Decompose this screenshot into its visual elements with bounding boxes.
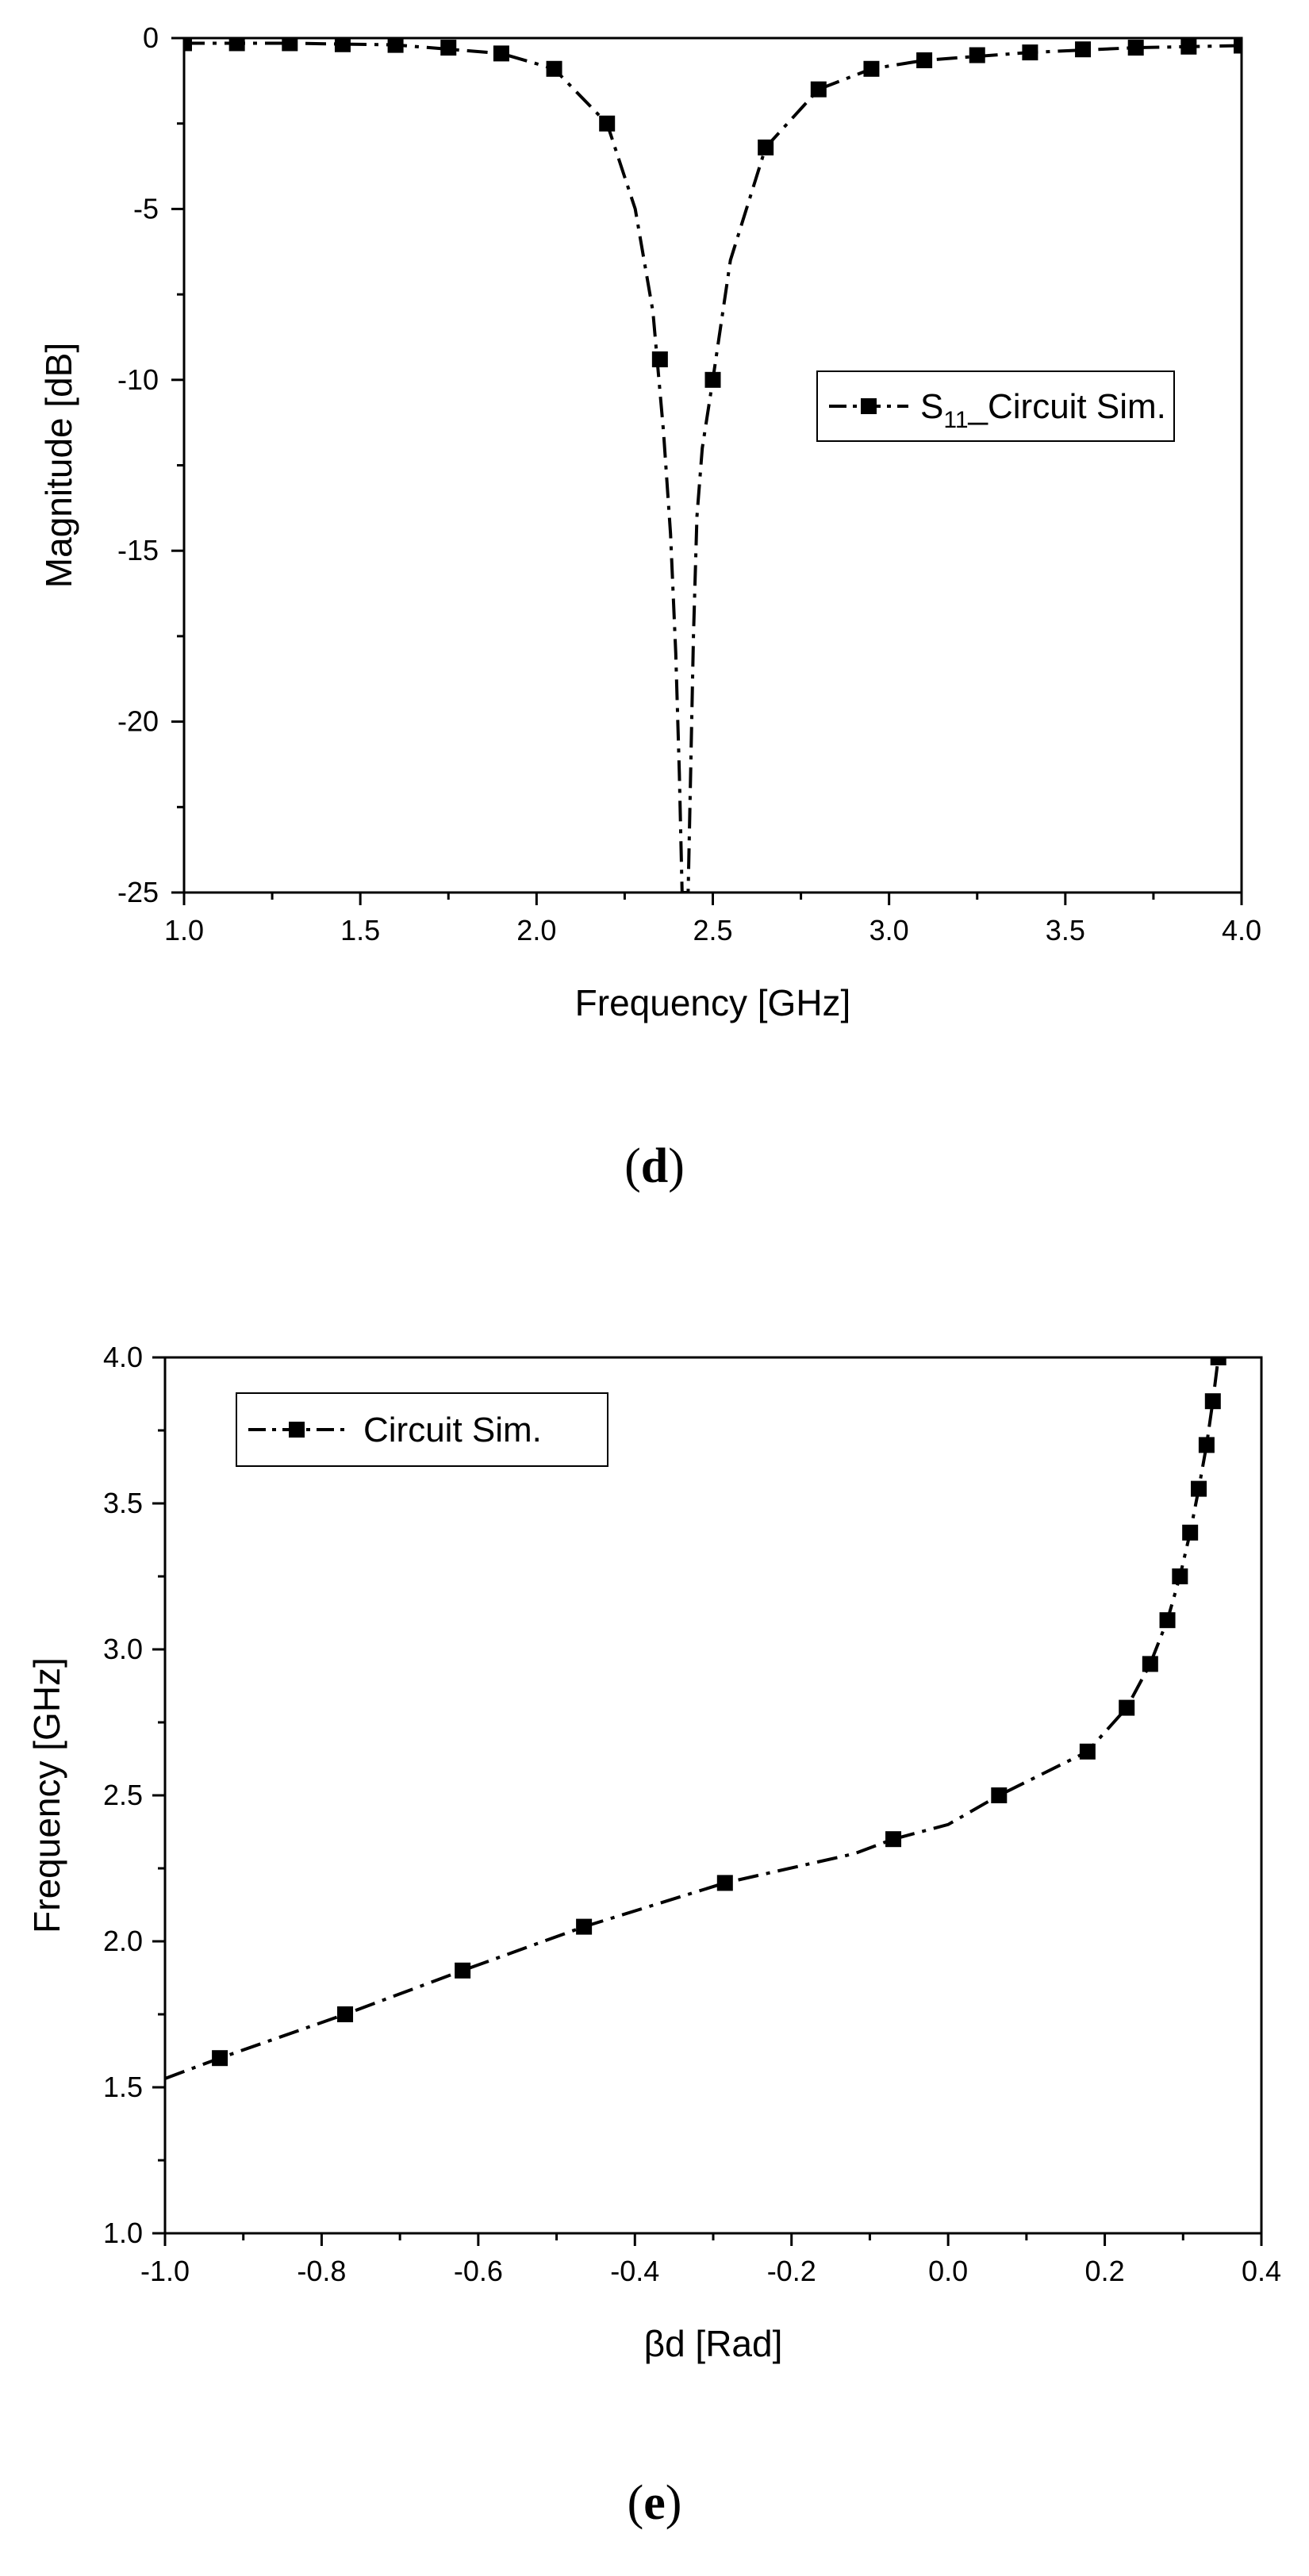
x-tick-label: 2.0 <box>516 914 556 946</box>
legend: S11_Circuit Sim. <box>816 370 1175 442</box>
data-point <box>282 38 298 52</box>
data-point <box>1198 1437 1215 1453</box>
plot-frame <box>163 1356 1263 2235</box>
data-point <box>212 2050 228 2067</box>
data-point <box>1075 41 1092 58</box>
data-point <box>885 1831 902 1848</box>
data-point <box>599 115 616 132</box>
data-point <box>1142 1656 1158 1672</box>
data-point <box>1180 38 1197 55</box>
legend-marker <box>289 1422 305 1438</box>
y-tick-label: -25 <box>117 876 159 908</box>
chart-e: -1.0 -0.8 -0.6 -0.4 -0.2 0.0 0.2 0.4 1.0 1.5 2.0 2.… <box>26 1341 1281 2530</box>
legend-label-main: Circuit Sim. <box>363 1411 542 1449</box>
y-axis-title: Magnitude [dB] <box>38 343 79 588</box>
x-tick-label: -1.0 <box>140 2255 190 2287</box>
data-point <box>337 2006 354 2022</box>
panel-label: (e) <box>628 2476 682 2530</box>
chart-d: 1.0 1.5 2.0 2.5 3.0 3.5 4.0 0 -5 -10 -15 -20 -25 Freq… <box>38 21 1261 1193</box>
y-tick-label: 3.5 <box>103 1487 143 1519</box>
x-tick-label: 0.2 <box>1085 2255 1125 2287</box>
panel-label-letter: d <box>641 1139 668 1193</box>
panel-label-close: ) <box>666 2476 682 2530</box>
x-tick-label: 1.5 <box>340 914 380 946</box>
x-tick-label: 0.0 <box>928 2255 968 2287</box>
data-point <box>1210 1357 1226 1365</box>
data-point <box>1182 1524 1199 1541</box>
panel-label: (d) <box>624 1139 685 1193</box>
legend-label-main: S <box>920 387 943 426</box>
legend: Circuit Sim. <box>236 1392 608 1467</box>
panel-label-open: ( <box>624 1139 641 1193</box>
data-point <box>651 351 668 367</box>
legend-label: S11_Circuit Sim. <box>920 387 1166 433</box>
data-point <box>969 47 985 63</box>
x-tick-label: 3.5 <box>1046 914 1085 946</box>
data-point <box>455 1962 471 1979</box>
x-axis-title: βd [Rad] <box>644 2323 783 2364</box>
data-point <box>991 1787 1008 1803</box>
x-tick-label: 0.4 <box>1242 2255 1281 2287</box>
legend-marker <box>861 398 877 414</box>
y-axis-title: Frequency [GHz] <box>26 1657 67 1933</box>
data-point <box>387 38 404 53</box>
series-line <box>184 41 1242 893</box>
data-point <box>1127 40 1144 56</box>
x-tick-label: 1.0 <box>164 914 204 946</box>
y-tick-label: -15 <box>117 534 159 566</box>
data-point <box>1079 1743 1096 1760</box>
y-tick-label: 1.5 <box>103 2071 143 2103</box>
panel-label-close: ) <box>668 1139 685 1193</box>
data-point <box>546 60 562 77</box>
data-point <box>1172 1568 1188 1584</box>
data-point <box>1119 1699 1135 1716</box>
data-point <box>1022 44 1038 61</box>
data-point <box>716 1875 733 1891</box>
legend-label: Circuit Sim. <box>363 1411 542 1449</box>
x-tick-label: 3.0 <box>869 914 909 946</box>
data-point <box>758 139 774 155</box>
data-point <box>576 1918 593 1935</box>
y-tick-label: 0 <box>143 21 159 54</box>
panel-label-open: ( <box>628 2476 644 2530</box>
data-point <box>1234 38 1242 54</box>
data-point <box>1159 1612 1176 1629</box>
x-tick-label: 4.0 <box>1222 914 1261 946</box>
y-tick-label: 3.0 <box>103 1633 143 1665</box>
panel-label-letter: e <box>643 2476 666 2530</box>
x-tick-label: 2.5 <box>693 914 732 946</box>
x-tick-label: -0.4 <box>610 2255 659 2287</box>
legend-label-subscript: 11 <box>943 407 968 433</box>
data-point <box>493 45 509 62</box>
y-tick-label: -5 <box>133 192 159 225</box>
y-tick-label: 2.5 <box>103 1779 143 1811</box>
y-tick-label: 2.0 <box>103 1925 143 1957</box>
x-tick-label: -0.2 <box>767 2255 816 2287</box>
data-point <box>228 38 245 52</box>
plot-frame <box>182 36 1243 894</box>
data-point <box>1191 1480 1207 1497</box>
data-point <box>916 52 933 69</box>
x-axis-title: Frequency [GHz] <box>575 982 851 1023</box>
x-tick-label: -0.8 <box>297 2255 346 2287</box>
data-point <box>810 81 827 98</box>
data-point <box>184 38 192 52</box>
data-point <box>440 40 457 56</box>
y-tick-label: 1.0 <box>103 2217 143 2249</box>
y-tick-label: 4.0 <box>103 1341 143 1373</box>
data-point <box>334 38 351 52</box>
data-point <box>863 60 880 77</box>
y-tick-label: -10 <box>117 363 159 396</box>
legend-label-rest: _Circuit Sim. <box>968 387 1166 426</box>
data-point <box>704 371 721 388</box>
x-tick-label: -0.6 <box>454 2255 503 2287</box>
data-point <box>1204 1393 1221 1410</box>
y-tick-label: -20 <box>117 705 159 738</box>
